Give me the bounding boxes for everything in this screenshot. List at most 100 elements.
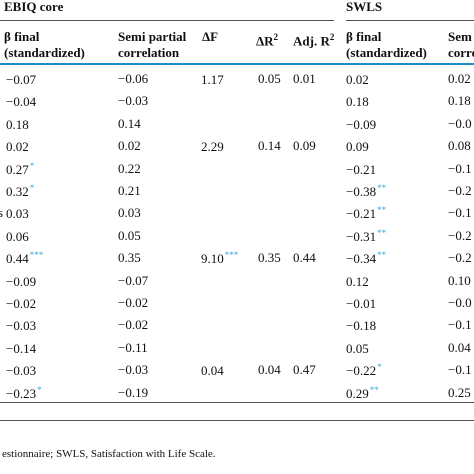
- cell-value: 0.18: [6, 117, 29, 132]
- table-cell: 0.02: [118, 138, 141, 154]
- cell-value: −0.0: [448, 295, 472, 310]
- table-cell: −0.38**: [346, 183, 386, 200]
- cell-value: −0.31: [346, 229, 377, 244]
- cell-value: −0.06: [118, 71, 149, 86]
- table-cell: 9.10***: [201, 250, 238, 267]
- table-cell: 0.14: [258, 138, 281, 154]
- col-header-adj-r2: Adj. R2: [293, 32, 335, 49]
- table-cell: 0.32*: [6, 183, 34, 200]
- col-header-semi-partial-swls: Sem corre: [448, 29, 474, 60]
- group-header-swls: SWLS: [346, 0, 383, 14]
- table-footnote: estionnaire; SWLS, Satisfaction with Lif…: [2, 448, 216, 460]
- cell-value: −0.34: [346, 251, 377, 266]
- significance-marker: ***: [224, 250, 239, 260]
- table-cell: −0.03: [6, 317, 37, 334]
- table-cell: −0.2: [448, 250, 472, 266]
- table-cell: [201, 317, 202, 334]
- cell-value: −0.0: [448, 116, 472, 131]
- table-cell: 0.47: [293, 362, 316, 378]
- significance-marker: *: [29, 161, 35, 171]
- cell-value: −0.04: [6, 94, 37, 109]
- table-cell: 0.21: [118, 183, 141, 199]
- cell-value: −0.03: [118, 362, 149, 377]
- group-rule-ebiq: [0, 20, 334, 21]
- table-cell: 0.02: [448, 71, 471, 87]
- header-rule: [0, 63, 474, 65]
- table-cell: −0.21: [346, 161, 377, 178]
- table-cell: 0.01: [293, 71, 316, 87]
- table-cell: [201, 385, 202, 402]
- table-cell: −0.22*: [346, 362, 382, 379]
- cell-value: 0.02: [6, 139, 29, 154]
- significance-marker: **: [377, 205, 387, 215]
- cell-value: −0.03: [6, 318, 37, 333]
- table-cell: 0.35: [118, 250, 141, 266]
- cell-value: −0.38: [346, 184, 377, 199]
- col-header-semi-partial-ebiq: Semi partial correlation: [118, 29, 187, 60]
- cell-value: 0.08: [448, 138, 471, 153]
- col-header-beta-final-swls: β final (standardized): [346, 29, 427, 60]
- table-cell: [201, 93, 202, 110]
- cell-value: 0.09: [346, 139, 369, 154]
- table-cell: 0.03: [6, 205, 30, 222]
- table-cell: −0.03: [6, 362, 37, 379]
- table-cell: −0.06: [118, 71, 148, 87]
- table-cell: 0.05: [346, 340, 370, 357]
- cell-value: −0.1: [448, 362, 472, 377]
- cell-value: 0.47: [293, 362, 316, 377]
- cell-value: −0.09: [6, 274, 37, 289]
- cell-value: −0.2: [448, 183, 472, 198]
- cell-value: 0.09: [293, 138, 316, 153]
- cell-value: −0.03: [118, 93, 149, 108]
- table-cell: 0.18: [6, 116, 30, 133]
- cell-value: −0.07: [118, 273, 149, 288]
- table-cell: 0.04: [448, 340, 471, 356]
- table-cell: 0.27*: [6, 161, 34, 178]
- cell-value: 0.06: [6, 229, 29, 244]
- significance-marker: ***: [29, 250, 44, 260]
- cell-value: 0.12: [346, 274, 369, 289]
- cell-value: 0.29: [346, 386, 369, 401]
- row-label-fragment: s: [0, 205, 4, 220]
- cell-value: 0.05: [258, 71, 281, 86]
- cell-value: −0.11: [118, 340, 148, 355]
- table-cell: 0.09: [293, 138, 316, 154]
- cell-value: 0.14: [258, 138, 281, 153]
- cell-value: 0.05: [118, 228, 141, 243]
- cell-value: 0.03: [118, 205, 141, 220]
- group-rule-swls: [346, 20, 474, 21]
- cell-value: 0.04: [448, 340, 471, 355]
- cell-value: 0.18: [346, 94, 369, 109]
- table-cell: [201, 116, 202, 133]
- cell-value: −0.09: [346, 117, 377, 132]
- cell-value: 0.01: [293, 71, 316, 86]
- cell-value: −0.22: [346, 363, 377, 378]
- cell-value: −0.23: [6, 386, 37, 401]
- table-cell: 1.17: [201, 71, 225, 88]
- significance-marker: **: [377, 183, 387, 193]
- significance-marker: **: [377, 250, 387, 260]
- table-cell: 0.10: [448, 273, 471, 289]
- table-cell: −0.02: [118, 317, 148, 333]
- significance-marker: *: [29, 183, 35, 193]
- table-cell: −0.21**: [346, 205, 386, 222]
- cell-value: 0.21: [118, 183, 141, 198]
- table-cell: 0.14: [118, 116, 141, 132]
- cell-value: 1.17: [201, 72, 224, 87]
- table-cell: −0.1: [448, 161, 472, 177]
- cell-value: 0.25: [448, 385, 471, 400]
- table-cell: −0.2: [448, 183, 472, 199]
- cell-value: 2.29: [201, 139, 224, 154]
- table-cell: −0.09: [6, 273, 37, 290]
- table-cell: −0.02: [118, 295, 148, 311]
- significance-marker: *: [377, 362, 382, 372]
- table-cell: 2.29: [201, 138, 225, 155]
- cell-value: 9.10: [201, 251, 224, 266]
- cell-value: −0.21: [346, 162, 377, 177]
- cell-value: 0.18: [448, 93, 471, 108]
- cell-value: 0.10: [448, 273, 471, 288]
- footnote-rule: [0, 420, 474, 421]
- cell-value: −0.14: [6, 341, 37, 356]
- table-cell: −0.11: [118, 340, 148, 356]
- table-cell: −0.1: [448, 362, 472, 378]
